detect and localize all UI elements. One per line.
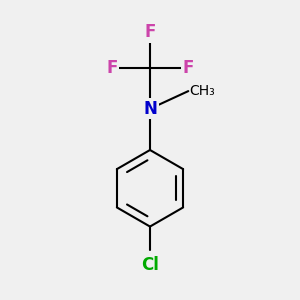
Text: N: N <box>143 100 157 118</box>
Text: CH₃: CH₃ <box>190 84 215 98</box>
Text: F: F <box>106 58 117 76</box>
Text: F: F <box>144 23 156 41</box>
Text: Cl: Cl <box>141 256 159 274</box>
Text: F: F <box>183 58 194 76</box>
